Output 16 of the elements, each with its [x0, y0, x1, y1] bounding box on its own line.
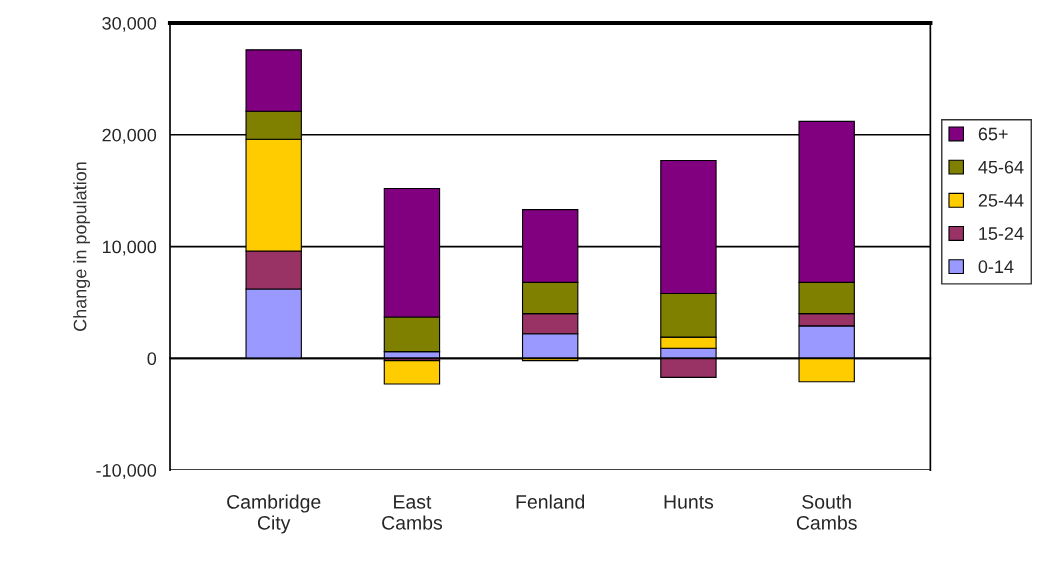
legend-label: 65+ — [978, 127, 1008, 141]
y-tick-label: 20,000 — [102, 128, 157, 144]
x-tick-label: Cambridge City — [227, 494, 321, 534]
x-tick-label: Hunts — [664, 495, 714, 509]
y-axis-title: Change in population — [73, 162, 91, 331]
x-tick-label: Fenland — [516, 494, 585, 509]
y-tick-label: 30,000 — [102, 16, 157, 32]
y-tick-label: 10,000 — [102, 240, 157, 256]
legend-label: 25-44 — [978, 193, 1024, 207]
legend-label: 15-24 — [979, 227, 1024, 240]
legend-label: 45-64 — [978, 160, 1024, 174]
x-tick-label: South Cambs — [796, 494, 857, 530]
y-tick-label: 0 — [147, 352, 157, 366]
y-tick-label: -10,000 — [96, 464, 157, 479]
x-tick-label: East Cambs — [382, 495, 443, 530]
legend-label: 0-14 — [978, 260, 1014, 274]
